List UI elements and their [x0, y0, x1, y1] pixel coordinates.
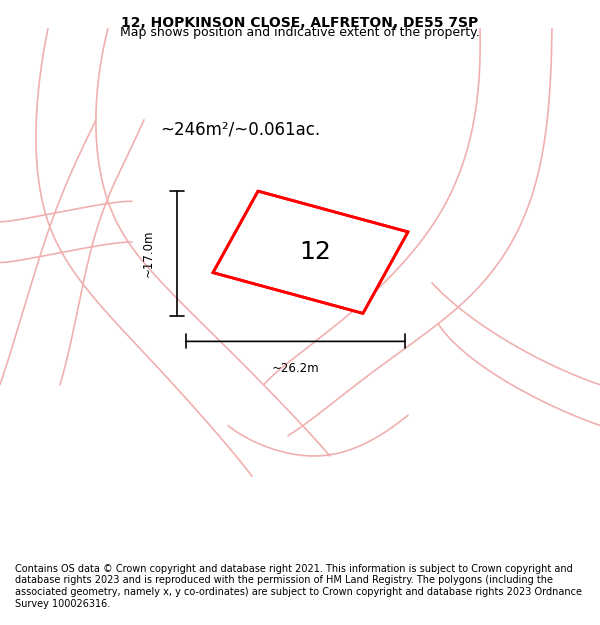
Text: Map shows position and indicative extent of the property.: Map shows position and indicative extent…	[120, 26, 480, 39]
Polygon shape	[213, 191, 408, 313]
Text: ~26.2m: ~26.2m	[272, 362, 319, 375]
Text: 12, HOPKINSON CLOSE, ALFRETON, DE55 7SP: 12, HOPKINSON CLOSE, ALFRETON, DE55 7SP	[121, 16, 479, 29]
Text: ~246m²/~0.061ac.: ~246m²/~0.061ac.	[160, 121, 320, 139]
Text: ~17.0m: ~17.0m	[142, 230, 155, 278]
Text: Contains OS data © Crown copyright and database right 2021. This information is : Contains OS data © Crown copyright and d…	[15, 564, 582, 609]
Text: 12: 12	[299, 240, 331, 264]
